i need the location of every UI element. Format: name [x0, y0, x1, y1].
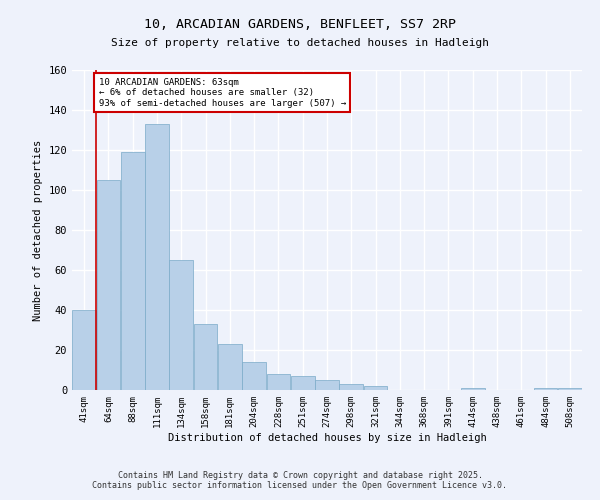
Bar — [194, 324, 217, 390]
Text: Size of property relative to detached houses in Hadleigh: Size of property relative to detached ho… — [111, 38, 489, 48]
Bar — [242, 362, 266, 390]
Bar — [291, 376, 314, 390]
Bar — [72, 310, 96, 390]
Text: Contains HM Land Registry data © Crown copyright and database right 2025.
Contai: Contains HM Land Registry data © Crown c… — [92, 470, 508, 490]
Text: 10, ARCADIAN GARDENS, BENFLEET, SS7 2RP: 10, ARCADIAN GARDENS, BENFLEET, SS7 2RP — [144, 18, 456, 30]
Bar — [315, 380, 339, 390]
X-axis label: Distribution of detached houses by size in Hadleigh: Distribution of detached houses by size … — [167, 432, 487, 442]
Bar — [169, 260, 193, 390]
Bar — [558, 388, 582, 390]
Bar — [145, 124, 169, 390]
Bar — [533, 388, 557, 390]
Text: 10 ARCADIAN GARDENS: 63sqm
← 6% of detached houses are smaller (32)
93% of semi-: 10 ARCADIAN GARDENS: 63sqm ← 6% of detac… — [99, 78, 346, 108]
Bar — [461, 388, 485, 390]
Bar — [266, 374, 290, 390]
Bar — [364, 386, 388, 390]
Y-axis label: Number of detached properties: Number of detached properties — [33, 140, 43, 320]
Bar — [121, 152, 145, 390]
Bar — [97, 180, 121, 390]
Bar — [218, 344, 242, 390]
Bar — [340, 384, 363, 390]
